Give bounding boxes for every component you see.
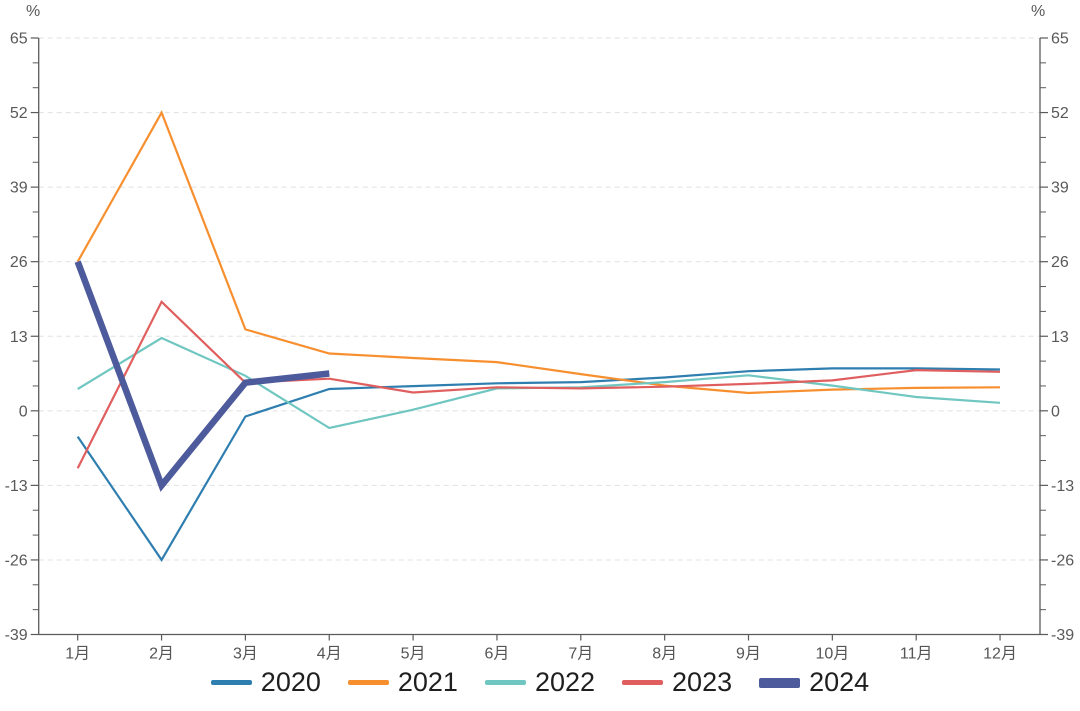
grid-lines: [38, 37, 1040, 561]
y-tick-label-right: 26: [1051, 254, 1069, 271]
x-tick-label: 5月: [401, 646, 426, 663]
x-tick-label: 7月: [568, 646, 593, 663]
x-tick-label: 9月: [736, 646, 761, 663]
series-line-2021[interactable]: [76, 110, 1001, 395]
legend-item-2021[interactable]: 2021: [347, 667, 458, 697]
legend-label-2023: 2023: [672, 667, 733, 697]
legend-item-2023[interactable]: 2023: [622, 669, 732, 696]
legend-item-2020[interactable]: 2020: [210, 667, 321, 697]
axes: [38, 38, 1041, 636]
left-axis-unit-label: %: [26, 3, 41, 20]
series-line-2020[interactable]: [76, 367, 1001, 562]
y-tick-label-right: -39: [1051, 627, 1074, 644]
y-tick-label-left: 0: [19, 403, 28, 420]
y-tick-label-left: 39: [10, 180, 28, 197]
x-tick-label: 3月: [233, 646, 258, 663]
x-axis-ticks: 1月 2月 3月 4月 5月 6月 7月 8月 9月 10月 11月 12月: [65, 634, 1017, 663]
y-tick-label-left: 52: [10, 105, 28, 122]
x-tick-label: 12月: [983, 646, 1017, 663]
legend-label-2024: 2024: [809, 667, 870, 697]
y-tick-label-right: -26: [1051, 552, 1074, 569]
legend-label-2020: 2020: [260, 667, 321, 697]
y-tick-label-right: 13: [1051, 329, 1069, 346]
series-line-2023[interactable]: [76, 299, 1001, 469]
x-tick-label: 2月: [149, 646, 174, 663]
y-axis-ticks: 65 65 52 52 39 39 26 26 13 13 0 0 -13 -13 -26 -26 -39 -39: [5, 31, 1075, 645]
legend-swatch-2021: [347, 680, 389, 685]
x-tick-label: 1月: [65, 646, 90, 663]
legend-swatch-2020: [210, 680, 252, 685]
y-tick-label-right: 52: [1051, 105, 1069, 122]
legend-swatch-2022: [484, 680, 526, 685]
y-tick-label-left: 65: [10, 31, 28, 48]
y-tick-label-left: -39: [5, 627, 28, 644]
legend-item-2022[interactable]: 2022: [484, 667, 596, 697]
legend-swatch-2024: [759, 677, 801, 688]
y-tick-label-left: 26: [10, 254, 28, 271]
x-tick-label: 6月: [484, 646, 509, 663]
x-tick-label: 10月: [815, 646, 849, 663]
y-tick-label-right: 65: [1051, 31, 1069, 48]
y-tick-label-right: 0: [1051, 403, 1060, 420]
legend-label-2022: 2022: [534, 667, 596, 697]
x-tick-label: 11月: [900, 646, 933, 663]
y-tick-label-left: -26: [5, 552, 28, 569]
series-line-2024[interactable]: [74, 260, 330, 492]
legend-label-2021: 2021: [397, 667, 458, 697]
legend: 2020 2021 2022 2023 2024: [0, 669, 1080, 696]
y-tick-label-right: -13: [1051, 478, 1074, 495]
y-tick-label-left: 13: [10, 329, 28, 346]
y-tick-label-right: 39: [1051, 180, 1069, 197]
legend-swatch-2023: [622, 680, 664, 685]
x-tick-label: 8月: [652, 646, 677, 663]
y-tick-label-left: -13: [5, 478, 28, 495]
right-axis-unit-label: %: [1031, 3, 1046, 20]
legend-item-2024[interactable]: 2024: [759, 669, 869, 696]
x-tick-label: 4月: [317, 646, 342, 663]
